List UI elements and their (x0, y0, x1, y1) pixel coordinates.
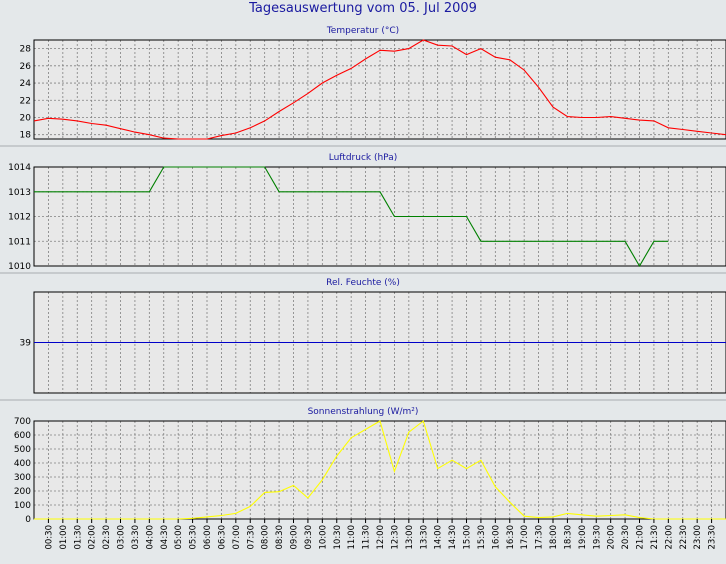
page-title: Tagesauswertung vom 05. Jul 2009 (249, 1, 477, 16)
x-tick-label: 18:00 (549, 525, 559, 550)
x-tick-label: 23:00 (693, 525, 703, 550)
x-tick-label: 01:30 (73, 525, 83, 550)
y-tick-label: 700 (14, 417, 31, 427)
x-tick-label: 21:00 (636, 525, 646, 550)
y-tick-label: 1013 (8, 188, 31, 198)
x-tick-label: 02:00 (88, 525, 98, 550)
x-tick-label: 23:30 (708, 525, 718, 550)
x-tick-label: 05:30 (189, 525, 199, 550)
x-tick-label: 22:00 (664, 525, 674, 550)
x-tick-label: 05:00 (174, 525, 184, 550)
humidity-chart-title: Rel. Feuchte (%) (326, 278, 400, 288)
x-tick-label: 14:30 (448, 525, 458, 550)
x-tick-label: 01:00 (59, 525, 69, 550)
y-tick-label: 18 (20, 131, 32, 141)
x-tick-label: 13:00 (405, 525, 415, 550)
x-tick-label: 18:30 (563, 525, 573, 550)
temperature-series-line (33, 39, 726, 140)
x-tick-label: 14:00 (434, 525, 444, 550)
solar-chart: Sonnenstrahlung (W/m²) 0 100 200 300 400 500 60… (14, 407, 726, 525)
x-tick-label: 06:30 (217, 525, 227, 550)
x-tick-label: 16:30 (506, 525, 516, 550)
humidity-chart: Rel. Feuchte (%) 39 (20, 278, 726, 394)
y-tick-label: 1014 (8, 163, 31, 173)
pressure-chart-title: Luftdruck (hPa) (329, 153, 398, 163)
x-tick-label: 22:30 (679, 525, 689, 550)
solar-series-line (34, 420, 726, 520)
y-tick-label: 22 (20, 96, 31, 106)
y-tick-label: 1011 (8, 237, 31, 247)
x-tick-label: 17:00 (520, 525, 530, 550)
x-tick-label: 17:30 (535, 525, 545, 550)
x-tick-label: 11:00 (347, 525, 357, 550)
y-tick-label: 26 (20, 62, 32, 72)
x-tick-label: 11:30 (362, 525, 372, 550)
x-tick-label: 12:30 (390, 525, 400, 550)
x-tick-label: 03:30 (131, 525, 141, 550)
x-tick-label: 04:00 (145, 525, 155, 550)
x-tick-label: 08:00 (261, 525, 271, 550)
y-tick-label: 39 (20, 339, 32, 349)
x-tick-label: 19:30 (592, 525, 602, 550)
x-tick-label: 07:00 (232, 525, 242, 550)
y-tick-label: 20 (20, 113, 32, 123)
x-tick-label: 10:30 (333, 525, 343, 550)
solar-chart-title: Sonnenstrahlung (W/m²) (308, 407, 419, 417)
y-tick-label: 400 (14, 459, 31, 469)
y-tick-label: 500 (14, 445, 31, 455)
y-tick-label: 1010 (8, 262, 31, 272)
x-tick-label: 15:30 (477, 525, 487, 550)
x-tick-label: 12:00 (376, 525, 386, 550)
x-tick-label: 20:00 (607, 525, 617, 550)
y-tick-label: 1012 (8, 213, 31, 223)
x-tick-label: 08:30 (275, 525, 285, 550)
y-tick-label: 600 (14, 431, 31, 441)
x-tick-label: 04:30 (160, 525, 170, 550)
x-tick-label: 07:30 (246, 525, 256, 550)
y-tick-label: 0 (25, 515, 31, 525)
x-tick-label: 13:30 (419, 525, 429, 550)
x-tick-label: 06:00 (203, 525, 213, 550)
x-tick-label: 16:00 (491, 525, 501, 550)
plot-frame (33, 166, 726, 267)
x-tick-label: 21:30 (650, 525, 660, 550)
x-tick-label: 10:00 (318, 525, 328, 550)
x-tick-label: 03:00 (117, 525, 127, 550)
y-tick-label: 24 (20, 79, 32, 89)
temperature-chart: Temperatur (°C) 18 20 22 24 26 28 (20, 26, 726, 141)
x-tick-label: 00:30 (44, 525, 54, 550)
x-tick-label: 09:30 (304, 525, 314, 550)
x-tick-label: 15:00 (463, 525, 473, 550)
y-tick-label: 100 (14, 501, 31, 511)
temperature-chart-title: Temperatur (°C) (326, 26, 399, 36)
y-tick-label: 28 (20, 45, 32, 55)
y-tick-label: 300 (14, 473, 31, 483)
plot-frame (33, 39, 726, 140)
x-tick-label: 19:00 (578, 525, 588, 550)
x-tick-label: 20:30 (621, 525, 631, 550)
y-tick-label: 200 (14, 487, 31, 497)
pressure-series-line (34, 166, 669, 268)
x-tick-label: 09:00 (290, 525, 300, 550)
x-tick-label: 02:30 (102, 525, 112, 550)
pressure-chart: Luftdruck (hPa) 1010 1011 1012 1013 1014 (8, 153, 726, 272)
